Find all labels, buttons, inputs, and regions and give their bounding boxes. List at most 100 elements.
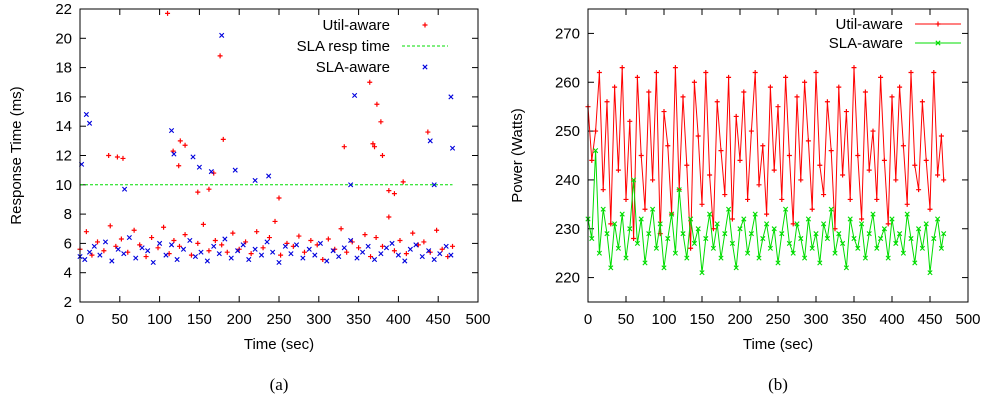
x-tick-label: 450 xyxy=(426,311,451,328)
data-point xyxy=(859,221,865,227)
data-point xyxy=(941,231,947,237)
data-point xyxy=(272,218,278,224)
data-point xyxy=(851,235,857,242)
data-point xyxy=(748,231,754,237)
data-point xyxy=(174,256,180,263)
legend-marker xyxy=(422,64,428,70)
data-point xyxy=(264,239,270,245)
panel-b-x-axis-label: Time (sec) xyxy=(743,336,813,353)
data-point xyxy=(266,173,272,179)
data-point xyxy=(847,196,853,202)
data-point xyxy=(866,231,872,237)
data-point xyxy=(150,259,156,266)
y-tick-label: 14 xyxy=(55,118,72,135)
x-tick-label: 350 xyxy=(841,311,866,328)
data-point xyxy=(306,246,312,252)
data-point xyxy=(276,259,282,266)
series-sla-aware xyxy=(77,32,456,266)
data-point xyxy=(341,144,347,150)
data-point xyxy=(198,249,204,255)
data-point xyxy=(756,255,762,261)
data-point xyxy=(919,245,925,251)
data-point xyxy=(650,206,656,212)
data-point xyxy=(114,154,120,160)
data-point xyxy=(341,245,347,251)
data-point xyxy=(293,242,300,248)
data-point xyxy=(288,251,294,257)
data-point xyxy=(916,226,922,232)
data-point xyxy=(163,252,169,258)
legend-label: SLA resp time xyxy=(297,38,390,55)
data-point xyxy=(794,94,800,100)
x-tick-label: 300 xyxy=(306,311,331,328)
data-point xyxy=(813,231,819,237)
data-point xyxy=(216,251,222,257)
data-point xyxy=(695,226,701,232)
panel-b-series xyxy=(585,65,947,276)
data-point xyxy=(600,206,606,212)
data-point xyxy=(206,248,212,254)
panel-a-response-time: 0 50 100 150 200 250 300 350 400 450 500 2 4 6 8 10 12 14… xyxy=(8,1,491,394)
panel-a-x-axis-label: Time (sec) xyxy=(244,336,314,353)
legend-label: SLA-aware xyxy=(316,59,390,76)
data-point xyxy=(916,187,922,193)
x-tick-label: 50 xyxy=(111,311,128,328)
x-tick-label: 200 xyxy=(227,311,252,328)
data-point xyxy=(176,163,182,169)
data-point xyxy=(889,94,895,100)
data-point xyxy=(726,206,732,212)
data-point xyxy=(301,249,307,255)
data-point xyxy=(653,69,659,75)
data-point xyxy=(786,240,792,246)
data-point xyxy=(775,260,781,266)
data-point xyxy=(397,237,403,243)
data-point xyxy=(726,74,732,80)
y-tick-label: 250 xyxy=(555,123,580,140)
data-point xyxy=(760,235,766,242)
data-point xyxy=(367,79,373,85)
legend-label: SLA-aware xyxy=(829,35,903,52)
data-point xyxy=(904,211,910,217)
data-point xyxy=(623,196,629,202)
data-point xyxy=(252,177,258,183)
data-point xyxy=(232,167,238,173)
data-point xyxy=(756,182,762,188)
data-point xyxy=(627,226,633,232)
data-point xyxy=(126,234,132,241)
series-sla-aware xyxy=(585,148,947,276)
x-tick-label: 500 xyxy=(955,311,980,328)
data-point xyxy=(786,153,792,158)
data-point xyxy=(248,251,254,257)
data-point xyxy=(691,240,697,246)
data-point xyxy=(642,206,648,212)
data-point xyxy=(252,246,258,252)
data-point xyxy=(107,223,113,229)
data-point xyxy=(935,172,941,178)
data-point xyxy=(612,221,618,227)
data-point xyxy=(824,235,830,242)
data-point xyxy=(729,216,735,222)
data-point xyxy=(714,221,720,227)
data-point xyxy=(450,243,456,249)
data-point xyxy=(653,245,659,251)
data-point xyxy=(370,141,376,147)
data-point xyxy=(802,255,808,261)
data-point xyxy=(161,224,167,230)
data-point xyxy=(362,232,368,238)
series-util-aware xyxy=(77,10,456,263)
data-point xyxy=(908,235,914,242)
data-point xyxy=(344,249,350,255)
data-point xyxy=(798,235,804,242)
data-point xyxy=(168,128,175,134)
data-point xyxy=(421,239,427,245)
data-point xyxy=(634,74,640,80)
data-point xyxy=(904,201,910,207)
data-point xyxy=(707,211,713,217)
x-tick-label: 400 xyxy=(386,311,411,328)
data-point xyxy=(733,113,739,119)
y-tick-label: 270 xyxy=(555,25,580,42)
data-point xyxy=(379,243,385,249)
data-point xyxy=(386,214,392,220)
data-point xyxy=(745,196,751,202)
data-point xyxy=(741,216,747,222)
